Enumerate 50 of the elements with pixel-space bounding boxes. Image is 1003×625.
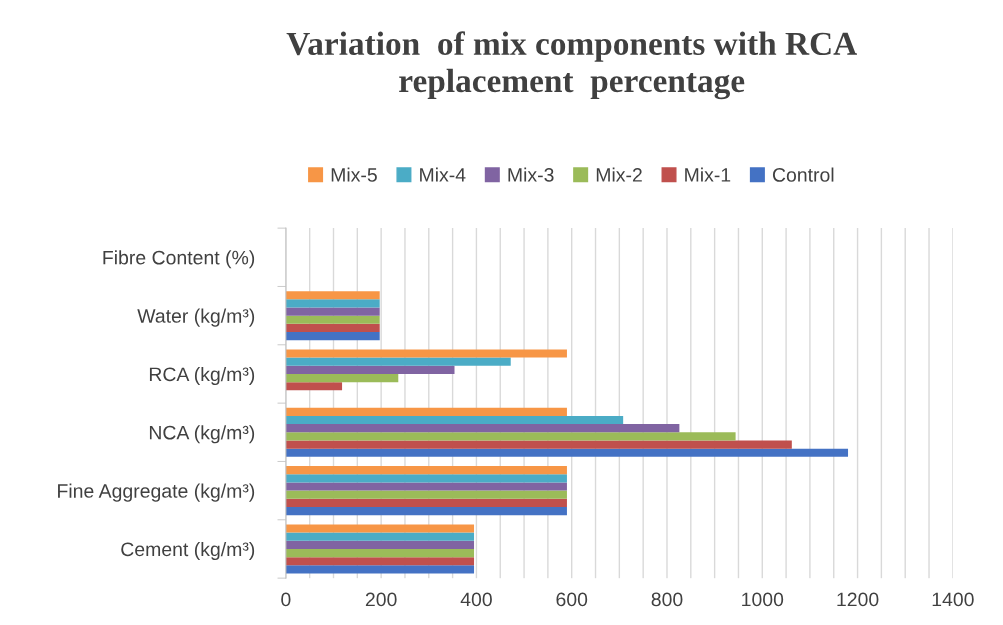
x-tick-label: 600	[556, 592, 588, 607]
bar	[285, 299, 380, 308]
bar	[285, 524, 475, 533]
bar	[285, 323, 380, 332]
bar	[285, 415, 624, 425]
bar	[285, 291, 380, 300]
y-tick-label: NCA (kg/m³)	[149, 425, 255, 444]
bar	[285, 540, 475, 549]
bar	[285, 307, 380, 316]
x-tick-label: 200	[365, 592, 397, 607]
legend-label: Mix-2	[596, 167, 642, 182]
bar	[285, 357, 511, 366]
x-tick-label: 800	[651, 592, 683, 607]
bar	[285, 315, 380, 324]
y-tick-label: Cement (kg/m³)	[121, 541, 255, 561]
bar	[285, 331, 380, 341]
x-tick-label: 1400	[932, 592, 974, 607]
bar	[285, 532, 475, 541]
legend-label: Mix-1	[685, 167, 731, 182]
bar	[285, 373, 399, 383]
bar	[285, 382, 343, 391]
y-tick-label: Fine Aggregate (kg/m³)	[58, 483, 255, 502]
y-tick-label: RCA (kg/m³)	[149, 366, 255, 386]
legend-label: Control	[772, 167, 834, 182]
bar	[285, 440, 792, 449]
legend-label: Mix-4	[420, 167, 466, 182]
bar	[285, 557, 475, 566]
bar	[285, 424, 680, 433]
bar	[285, 349, 567, 358]
bar	[285, 365, 455, 374]
bar	[285, 482, 567, 491]
bar	[285, 498, 567, 507]
bar	[285, 565, 475, 574]
bar	[285, 432, 736, 441]
bar	[285, 448, 849, 457]
bar	[285, 474, 567, 483]
y-tick-label: Fibre Content (%)	[103, 250, 255, 269]
x-tick-label: 0	[281, 592, 291, 607]
legend-label: Mix-5	[331, 167, 377, 182]
y-tick-label: Water (kg/m³)	[137, 308, 255, 327]
bar	[285, 506, 567, 516]
x-tick-label: 1000	[742, 592, 784, 607]
x-tick-label: 400	[460, 592, 492, 607]
legend-label: Mix-3	[508, 167, 554, 182]
bar	[285, 466, 567, 475]
x-tick-label: 1200	[837, 592, 879, 607]
bar	[285, 490, 567, 499]
chart-title: Variation of mix components with RCA replacement percentage	[286, 31, 857, 100]
bar	[285, 548, 475, 558]
bar	[285, 407, 567, 416]
